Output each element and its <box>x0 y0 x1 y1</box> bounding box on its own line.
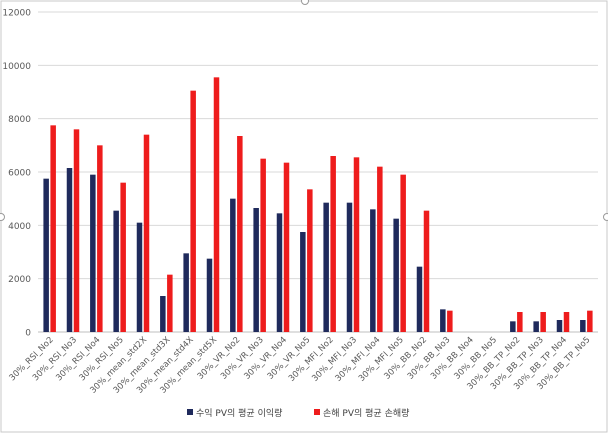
y-tick-label: 4000 <box>8 222 31 232</box>
bar-profit <box>323 202 329 332</box>
bar-profit <box>300 232 306 332</box>
bar-profit <box>43 178 49 332</box>
resize-handle-left[interactable] <box>0 213 5 221</box>
bar-loss <box>120 182 126 332</box>
bar-profit <box>183 253 189 332</box>
bar-profit <box>510 321 516 332</box>
bar-profit <box>416 266 423 332</box>
bar-profit <box>440 309 446 332</box>
bar-profit <box>66 168 73 332</box>
bar-loss <box>563 312 570 332</box>
gridlines <box>38 11 598 333</box>
resize-handle-right[interactable] <box>603 213 608 221</box>
y-tick-label: 12000 <box>2 9 31 19</box>
bar-loss <box>540 312 546 332</box>
bar-loss <box>330 156 336 332</box>
legend-swatch <box>314 409 320 415</box>
bar-profit <box>253 208 259 332</box>
bar-loss <box>190 90 196 333</box>
y-tick-label: 10000 <box>2 62 31 72</box>
y-tick-label: 6000 <box>8 169 31 179</box>
bar-loss <box>97 145 103 332</box>
bar-profit <box>206 258 213 332</box>
bar-profit <box>370 209 376 332</box>
y-tick-label: 2000 <box>8 275 31 285</box>
legend-label: 수익 PV의 평균 이익량 <box>196 407 282 419</box>
bar-loss <box>377 166 383 332</box>
bar-profit <box>556 320 563 332</box>
bar-profit <box>276 213 283 332</box>
bar-loss <box>143 134 150 332</box>
bar-loss <box>423 210 430 332</box>
bar-loss <box>237 136 243 332</box>
legend-swatch <box>187 409 193 415</box>
bar-profit <box>113 210 119 332</box>
bar-loss <box>73 129 80 332</box>
bar-loss <box>167 274 173 332</box>
bar-loss <box>517 312 523 332</box>
bar-loss <box>283 162 290 332</box>
bar-profit <box>160 296 166 332</box>
bar-loss <box>587 310 593 332</box>
bar-loss <box>307 189 313 332</box>
bar-profit <box>346 202 353 332</box>
bar-loss <box>353 157 360 332</box>
bar-profit <box>230 198 236 332</box>
bar-loss <box>213 77 220 332</box>
y-axis-ticks: 0 2000 4000 6000 8000 10000 12000 <box>2 9 31 339</box>
bar-profit <box>580 320 586 332</box>
resize-handle-top[interactable] <box>301 0 309 5</box>
bar-loss <box>50 125 56 332</box>
y-tick-label: 0 <box>25 329 31 339</box>
bar-loss <box>260 158 266 332</box>
bar-profit <box>136 222 143 332</box>
bar-loss <box>400 174 406 332</box>
bar-loss <box>447 310 453 332</box>
bar-profit <box>533 321 539 332</box>
bars <box>43 77 593 333</box>
y-tick-label: 8000 <box>8 115 31 125</box>
legend: 수익 PV의 평균 이익량 손해 PV의 평균 손해량 <box>187 407 409 419</box>
bar-profit <box>90 174 96 332</box>
bar-profit <box>393 218 399 332</box>
legend-label: 손해 PV의 평균 손해량 <box>323 407 409 419</box>
